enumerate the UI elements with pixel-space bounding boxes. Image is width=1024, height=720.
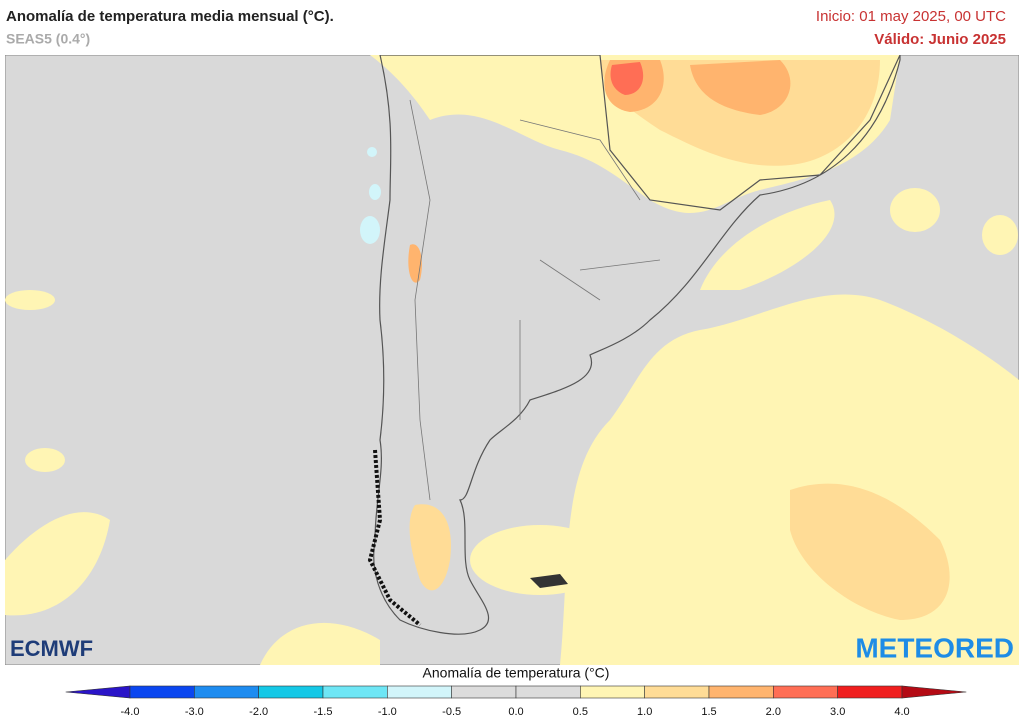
colorbar-segment xyxy=(644,685,710,699)
colorbar-segment xyxy=(387,685,452,699)
ecmwf-logo: ECMWF xyxy=(10,636,93,661)
colorbar-tick-label: -2.0 xyxy=(249,706,268,718)
colorbar-segment xyxy=(837,685,903,699)
colorbar-segment xyxy=(580,685,645,699)
colorbar-segment xyxy=(322,685,388,699)
colorbar-tick-label: 1.5 xyxy=(701,706,716,718)
colorbar-tick-label: 2.0 xyxy=(766,706,781,718)
colorbar-tick-label: -0.5 xyxy=(442,706,461,718)
valid-date: Válido: Junio 2025 xyxy=(874,31,1006,48)
colorbar-segment xyxy=(515,685,581,699)
init-date: Inicio: 01 may 2025, 00 UTC xyxy=(816,8,1006,25)
borders xyxy=(409,99,661,501)
fjords xyxy=(367,449,422,627)
colorbar-extend-high xyxy=(901,685,967,699)
colorbar-title: Anomalía de temperatura (°C) xyxy=(423,665,610,681)
colorbar-segment xyxy=(258,685,324,699)
subtitle: SEAS5 (0.4°) xyxy=(6,31,90,47)
coastline xyxy=(373,55,901,635)
colorbar-tick-label: 0.0 xyxy=(508,706,523,718)
map: ECMWF METEORED xyxy=(5,55,1019,665)
colorbar-tick-label: -3.0 xyxy=(185,706,204,718)
meteored-logo: METEORED xyxy=(855,632,1014,663)
colorbar-tick-label: -1.5 xyxy=(314,706,333,718)
islands xyxy=(530,574,568,588)
colorbar-segment xyxy=(194,685,259,699)
colorbar-tick-label: 0.5 xyxy=(573,706,588,718)
colorbar-segment xyxy=(708,685,774,699)
colorbar: -4.0 -3.0 -2.0 -1.5 -1.0 -0.5 0.0 0.5 1.0 1.5 2.0 3… xyxy=(65,685,967,718)
colorbar-tick-label: 1.0 xyxy=(637,706,652,718)
colorbar-segment xyxy=(451,685,517,699)
colorbar-tick-label: 4.0 xyxy=(894,706,909,718)
colorbar-extend-low xyxy=(65,685,131,699)
colorbar-tick-label: -1.0 xyxy=(378,706,397,718)
colorbar-segment xyxy=(773,685,838,699)
colorbar-tick-label: -4.0 xyxy=(121,706,140,718)
colorbar-tick-label: 3.0 xyxy=(830,706,845,718)
title: Anomalía de temperatura media mensual (°… xyxy=(6,8,334,25)
colorbar-segment xyxy=(129,685,195,699)
